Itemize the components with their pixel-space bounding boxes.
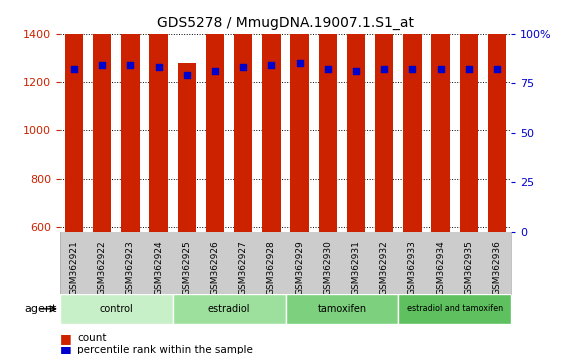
Point (295, 61, 304, 66)
Point (408, 67, 417, 72)
Point (380, 67, 389, 72)
Bar (319, 10, 337, 232)
Point (239, 64, 248, 70)
Bar (488, 10, 506, 232)
Bar (399, 294, 511, 324)
Point (182, 73, 191, 78)
Text: percentile rank within the sample: percentile rank within the sample (77, 346, 253, 354)
Text: count: count (77, 333, 107, 343)
Bar (206, 30, 224, 232)
Bar (178, 63, 196, 232)
Bar (286, 294, 399, 324)
Bar (291, 0, 309, 232)
Bar (234, 0, 252, 232)
Point (323, 67, 332, 72)
Bar (150, 0, 168, 232)
Bar (432, 0, 450, 232)
Bar (262, 0, 280, 232)
Text: ■: ■ (60, 332, 72, 344)
Point (492, 67, 501, 72)
Point (267, 63, 276, 68)
Text: estradiol and tamoxifen: estradiol and tamoxifen (407, 304, 502, 313)
Bar (173, 294, 286, 324)
Title: GDS5278 / MmugDNA.19007.1.S1_at: GDS5278 / MmugDNA.19007.1.S1_at (157, 16, 414, 30)
Bar (60, 294, 173, 324)
Point (211, 68, 220, 74)
Bar (347, 25, 365, 232)
Point (126, 63, 135, 68)
Bar (403, 2, 421, 232)
Text: control: control (99, 304, 133, 314)
Bar (460, 10, 478, 232)
Text: tamoxifen: tamoxifen (317, 304, 367, 314)
Bar (93, 0, 111, 232)
Point (436, 67, 445, 72)
Text: agent: agent (25, 304, 57, 314)
Point (70, 67, 79, 72)
Point (464, 67, 473, 72)
Point (351, 68, 360, 74)
Point (154, 64, 163, 70)
Text: ■: ■ (60, 344, 72, 354)
Bar (375, 0, 393, 232)
Bar (65, 0, 83, 232)
Text: estradiol: estradiol (208, 304, 250, 314)
Point (98, 63, 107, 68)
Bar (121, 0, 139, 232)
